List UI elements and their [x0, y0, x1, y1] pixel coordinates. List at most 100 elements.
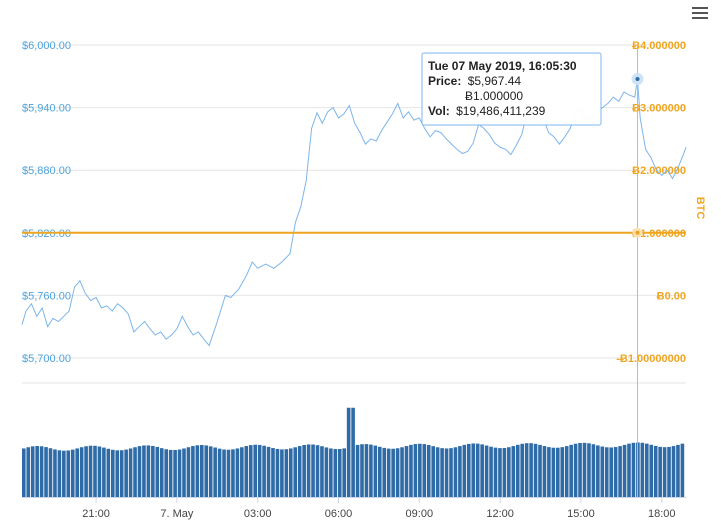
volume-bar [369, 444, 373, 497]
volume-bar [97, 446, 102, 497]
volume-bar [191, 446, 195, 497]
volume-bar [137, 446, 142, 497]
x-axis-label: 18:00 [648, 508, 676, 520]
volume-bar [364, 444, 369, 497]
tooltip-vol-row: Vol: $19,486,411,239 [428, 104, 546, 118]
volume-bar [653, 445, 658, 497]
x-axis-label: 15:00 [567, 508, 595, 520]
volume-bar [66, 450, 71, 497]
volume-bar [560, 447, 565, 497]
volume-bar [631, 442, 636, 497]
tooltip-price-row: Price: $5,967.44 [428, 74, 521, 88]
volume-bar [458, 446, 462, 497]
right-axis-label: Ƀ4.000000 [632, 40, 686, 52]
volume-bar [489, 446, 493, 497]
volume-bar [520, 443, 524, 497]
volume-bar [467, 443, 471, 497]
volume-bar [284, 449, 289, 497]
volume-bar [502, 447, 507, 497]
volume-bar [115, 450, 120, 497]
volume-bar [275, 448, 280, 497]
volume-bar [106, 448, 111, 497]
volume-bar [235, 448, 240, 497]
volume-bar [271, 448, 275, 497]
left-axis-label: $5,700.00 [22, 353, 71, 365]
volume-bar [57, 450, 62, 497]
volume-bar [573, 443, 578, 497]
volume-bar [471, 443, 476, 497]
volume-bar [177, 449, 182, 497]
tooltip-vol-label: Vol: [428, 104, 450, 118]
volume-bar [231, 449, 235, 497]
volume-bar [418, 443, 422, 497]
volume-bars [22, 407, 685, 497]
volume-bar [324, 447, 329, 497]
right-axis-labels: Ƀ4.000000Ƀ3.000000Ƀ2.000000Ƀ1.000000Ƀ0.0… [616, 40, 686, 365]
volume-bar [662, 447, 667, 497]
volume-bar [431, 446, 435, 497]
volume-bar [306, 444, 311, 497]
volume-bar [667, 446, 671, 497]
volume-bar [640, 442, 645, 497]
volume-bar [102, 447, 106, 497]
volume-bar [480, 444, 484, 497]
volume-bar [293, 447, 298, 497]
menu-bar [692, 7, 708, 9]
volume-bar [582, 442, 587, 497]
volume-bar [382, 447, 387, 497]
volume-bar [182, 448, 186, 497]
volume-bar [529, 443, 533, 497]
volume-bar [591, 444, 596, 497]
volume-bar [62, 450, 66, 497]
volume-bar [22, 448, 26, 497]
volume-bar [413, 444, 418, 497]
volume-bar [453, 447, 458, 497]
x-axis-labels: 21:00 7. May 03:00 06:00 09:00 12:00 15:00 18:0… [82, 497, 676, 520]
volume-bar [208, 446, 213, 497]
volume-bar [70, 449, 75, 497]
volume-bar [596, 445, 600, 497]
volume-bar [320, 446, 324, 497]
left-axis-labels: $6,000.00$5,940.00$5,880.00$5,820.00$5,7… [22, 40, 71, 365]
volume-bar [551, 447, 556, 497]
volume-bar [217, 448, 222, 497]
right-axis-label: Ƀ3.000000 [632, 103, 686, 115]
x-axis-label: 06:00 [325, 508, 353, 520]
volume-bar [297, 446, 302, 497]
volume-bar [444, 448, 449, 497]
volume-bar [604, 447, 609, 497]
volume-bar [533, 443, 538, 497]
right-axis-label: -Ƀ1.00000000 [616, 353, 686, 365]
volume-bar [391, 448, 395, 497]
volume-bar [159, 448, 164, 497]
hamburger-menu-icon[interactable] [690, 4, 710, 22]
volume-bar [355, 444, 360, 497]
volume-bar [337, 448, 342, 497]
volume-bar [204, 445, 209, 497]
volume-bar [226, 449, 231, 497]
volume-bar [484, 445, 489, 497]
volume-bar [142, 445, 146, 497]
volume-bar [515, 444, 520, 497]
volume-bar [195, 445, 200, 497]
volume-bar [200, 445, 204, 497]
right-axis-label: Ƀ2.000000 [632, 165, 686, 177]
left-axis-label: $5,760.00 [22, 290, 71, 302]
volume-bar [119, 450, 124, 497]
volume-bar [404, 446, 409, 497]
volume-bar [524, 443, 529, 497]
btc-hover-marker [632, 227, 643, 238]
volume-bar [84, 446, 88, 497]
volume-bar [128, 448, 133, 497]
x-axis-label: 7. May [160, 508, 194, 520]
volume-bar [627, 443, 631, 497]
volume-bar [622, 444, 627, 497]
volume-bar [302, 445, 306, 497]
volume-bar [422, 444, 427, 497]
right-axis-label: Ƀ0.00 [657, 290, 686, 302]
volume-bar [426, 444, 431, 497]
volume-bar [168, 449, 173, 497]
volume-bar [346, 407, 351, 497]
volume-bar [547, 447, 551, 497]
